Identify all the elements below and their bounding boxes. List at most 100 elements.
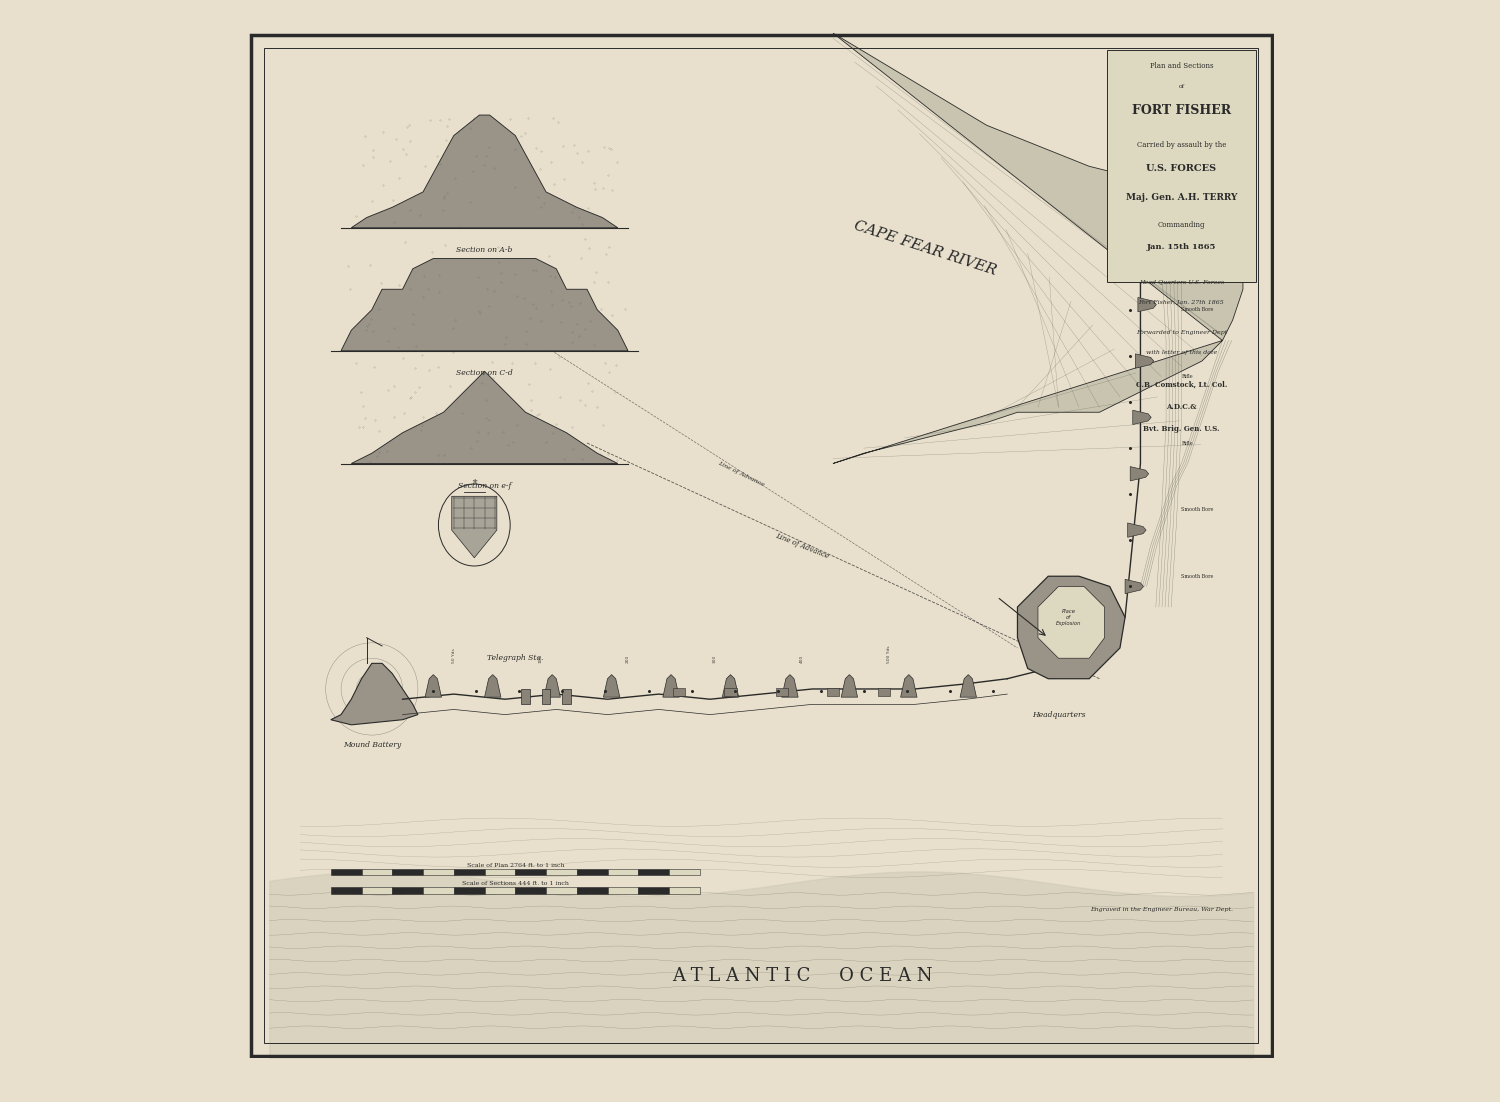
Bar: [578, 868, 608, 875]
FancyBboxPatch shape: [1107, 51, 1257, 282]
Text: Telegraph Sta.: Telegraph Sta.: [488, 655, 543, 662]
Text: U.S. FORCES: U.S. FORCES: [1146, 163, 1216, 173]
Polygon shape: [782, 674, 798, 698]
Text: Section on A-b: Section on A-b: [456, 247, 513, 255]
Text: Smooth Bore: Smooth Bore: [1182, 574, 1214, 579]
Text: Smooth Bore: Smooth Bore: [1182, 240, 1214, 246]
Bar: [516, 887, 546, 894]
Bar: [332, 868, 362, 875]
Text: Bvt. Brig. Gen. U.S.: Bvt. Brig. Gen. U.S.: [1143, 424, 1220, 433]
Text: Line of Advance: Line of Advance: [717, 461, 765, 487]
Bar: [454, 868, 484, 875]
Bar: [878, 688, 891, 696]
Bar: [724, 688, 736, 696]
Text: of: of: [1179, 84, 1185, 89]
Polygon shape: [960, 674, 976, 698]
Text: Carried by assault by the: Carried by assault by the: [1137, 141, 1226, 150]
Text: Scale of Plan 2764 ft. to 1 inch: Scale of Plan 2764 ft. to 1 inch: [466, 863, 564, 867]
Polygon shape: [900, 674, 916, 698]
Text: Smooth Bore: Smooth Bore: [1182, 307, 1214, 312]
Text: Fort Fisher, Jan. 27th 1865: Fort Fisher, Jan. 27th 1865: [1138, 300, 1224, 304]
Text: A.D.C.&: A.D.C.&: [1166, 402, 1197, 411]
Bar: [393, 868, 423, 875]
Polygon shape: [1017, 576, 1125, 679]
Bar: [608, 868, 639, 875]
Text: Engraved in the Engineer Bureau, War Dept.: Engraved in the Engineer Bureau, War Dep…: [1089, 907, 1233, 911]
Text: Scale of Sections 444 ft. to 1 inch: Scale of Sections 444 ft. to 1 inch: [462, 882, 568, 886]
Text: Plan and Sections: Plan and Sections: [1149, 62, 1214, 69]
Polygon shape: [1136, 354, 1154, 368]
Polygon shape: [1125, 580, 1143, 594]
Text: C.B. Comstock, Lt. Col.: C.B. Comstock, Lt. Col.: [1136, 380, 1227, 389]
Bar: [639, 887, 669, 894]
Text: Line of Advance: Line of Advance: [774, 531, 830, 560]
Text: with letter of this date: with letter of this date: [1146, 350, 1216, 355]
Bar: [362, 887, 393, 894]
Text: FORT FISHER: FORT FISHER: [1132, 104, 1232, 117]
Polygon shape: [723, 674, 738, 698]
Bar: [827, 688, 839, 696]
Bar: [393, 887, 423, 894]
Text: 100: 100: [538, 655, 543, 663]
Bar: [484, 868, 516, 875]
Bar: [332, 887, 362, 894]
Bar: [484, 887, 516, 894]
Text: 50 Yds: 50 Yds: [452, 649, 456, 663]
Bar: [362, 868, 393, 875]
Polygon shape: [1130, 466, 1149, 480]
Text: Forwarded to Engineer Dept: Forwarded to Engineer Dept: [1136, 331, 1227, 335]
Bar: [562, 689, 570, 704]
Text: Smooth Bore: Smooth Bore: [1182, 507, 1214, 512]
Polygon shape: [340, 259, 628, 350]
Text: Commanding: Commanding: [1158, 222, 1204, 229]
Bar: [639, 868, 669, 875]
Polygon shape: [833, 33, 1244, 464]
Polygon shape: [842, 674, 858, 698]
Text: Maj. Gen. A.H. TERRY: Maj. Gen. A.H. TERRY: [1126, 193, 1238, 203]
Text: Head Quarters U.S. Forces: Head Quarters U.S. Forces: [1138, 280, 1224, 284]
Polygon shape: [424, 674, 441, 698]
Polygon shape: [1140, 241, 1160, 256]
Text: Jan. 15th 1865: Jan. 15th 1865: [1148, 244, 1216, 251]
Text: 200: 200: [626, 655, 630, 663]
Text: Headquarters: Headquarters: [1032, 711, 1084, 719]
Text: Section on e-f: Section on e-f: [458, 482, 512, 490]
Polygon shape: [1128, 523, 1146, 538]
Bar: [674, 688, 686, 696]
Bar: [542, 689, 550, 704]
Bar: [546, 868, 578, 875]
Bar: [522, 689, 530, 704]
Text: 400: 400: [800, 655, 804, 663]
Text: ⚜: ⚜: [471, 479, 477, 485]
Polygon shape: [452, 496, 497, 558]
Text: A T L A N T I C     O C E A N: A T L A N T I C O C E A N: [672, 966, 933, 985]
Bar: [669, 887, 700, 894]
Polygon shape: [1132, 410, 1150, 424]
Polygon shape: [1038, 586, 1104, 658]
Bar: [608, 887, 639, 894]
Polygon shape: [1138, 298, 1156, 312]
Bar: [578, 887, 608, 894]
Polygon shape: [603, 674, 619, 698]
Text: Mound Battery: Mound Battery: [342, 742, 400, 749]
Bar: [516, 868, 546, 875]
Bar: [669, 868, 700, 875]
Polygon shape: [663, 674, 680, 698]
Bar: [546, 887, 578, 894]
Text: Rifle: Rifle: [1182, 441, 1192, 445]
Bar: [454, 887, 484, 894]
Bar: [423, 868, 454, 875]
Polygon shape: [484, 674, 501, 698]
Polygon shape: [351, 371, 618, 464]
Polygon shape: [544, 674, 561, 698]
Text: 500 Yds: 500 Yds: [888, 646, 891, 663]
Text: CAPE FEAR RIVER: CAPE FEAR RIVER: [852, 218, 999, 278]
Text: Section on C-d: Section on C-d: [456, 369, 513, 377]
Polygon shape: [332, 663, 419, 725]
Text: 300: 300: [712, 655, 717, 663]
Bar: [423, 887, 454, 894]
Text: Place
of
Explosion: Place of Explosion: [1056, 609, 1082, 626]
Polygon shape: [351, 115, 618, 228]
Bar: [776, 688, 788, 696]
Text: Rifle: Rifle: [1182, 374, 1192, 379]
